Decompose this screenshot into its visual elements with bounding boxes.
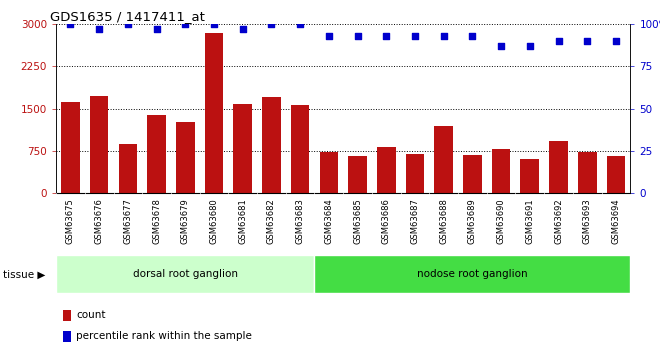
Bar (147, 115, 166, 193)
Bar (315, 255, 630, 293)
Bar (176, 122, 195, 193)
Text: GSM63694: GSM63694 (611, 198, 620, 244)
Bar (607, 156, 625, 193)
Bar (492, 149, 510, 193)
Point (381, 33, 391, 39)
Bar (61, 102, 80, 193)
Text: GSM63693: GSM63693 (583, 198, 592, 244)
Text: GSM63686: GSM63686 (381, 198, 391, 244)
Bar (205, 33, 223, 193)
Text: GDS1635 / 1417411_at: GDS1635 / 1417411_at (50, 10, 205, 23)
Text: dorsal root ganglion: dorsal root ganglion (133, 269, 238, 279)
Point (323, 33, 334, 39)
Bar (549, 141, 568, 193)
Text: GSM63685: GSM63685 (353, 198, 362, 244)
Text: GSM63690: GSM63690 (496, 198, 506, 244)
Bar (56, 255, 315, 293)
Point (467, 33, 478, 39)
Point (180, 21, 191, 27)
Text: tissue ▶: tissue ▶ (3, 269, 46, 279)
Text: GSM63677: GSM63677 (123, 198, 133, 244)
Text: GSM63692: GSM63692 (554, 198, 563, 244)
Text: GSM63676: GSM63676 (94, 198, 104, 244)
Text: GSM63689: GSM63689 (468, 198, 477, 244)
Text: GSM63682: GSM63682 (267, 198, 276, 244)
Bar (348, 156, 367, 193)
Point (610, 38, 621, 44)
Text: percentile rank within the sample: percentile rank within the sample (76, 331, 251, 341)
Point (352, 33, 363, 39)
Point (410, 33, 420, 39)
Bar (90, 96, 108, 193)
Bar (319, 152, 338, 193)
Text: GSM63679: GSM63679 (181, 198, 190, 244)
Point (582, 38, 593, 44)
Bar (463, 155, 482, 193)
Bar (119, 144, 137, 193)
Text: count: count (76, 310, 106, 320)
Point (151, 27, 162, 32)
Bar (291, 105, 310, 193)
Bar (234, 104, 252, 193)
Point (65, 21, 76, 27)
Point (295, 21, 306, 27)
Text: GSM63680: GSM63680 (209, 198, 218, 244)
Point (266, 21, 277, 27)
Text: GSM63687: GSM63687 (411, 198, 420, 244)
Point (553, 38, 564, 44)
Bar (377, 147, 395, 193)
Bar (521, 159, 539, 193)
Point (209, 21, 219, 27)
Bar (262, 97, 280, 193)
Text: GSM63691: GSM63691 (525, 198, 535, 244)
Text: GSM63688: GSM63688 (439, 198, 448, 244)
Point (496, 43, 506, 49)
Point (525, 43, 535, 49)
Point (123, 21, 133, 27)
Text: nodose root ganglion: nodose root ganglion (417, 269, 528, 279)
Text: GSM63683: GSM63683 (296, 198, 305, 244)
Bar (578, 152, 597, 193)
Point (94, 27, 104, 32)
Bar (406, 154, 424, 193)
Bar (434, 126, 453, 193)
Text: GSM63678: GSM63678 (152, 198, 161, 244)
Text: GSM63675: GSM63675 (66, 198, 75, 244)
Point (438, 33, 449, 39)
Text: GSM63681: GSM63681 (238, 198, 248, 244)
Text: GSM63684: GSM63684 (324, 198, 333, 244)
Point (238, 27, 248, 32)
